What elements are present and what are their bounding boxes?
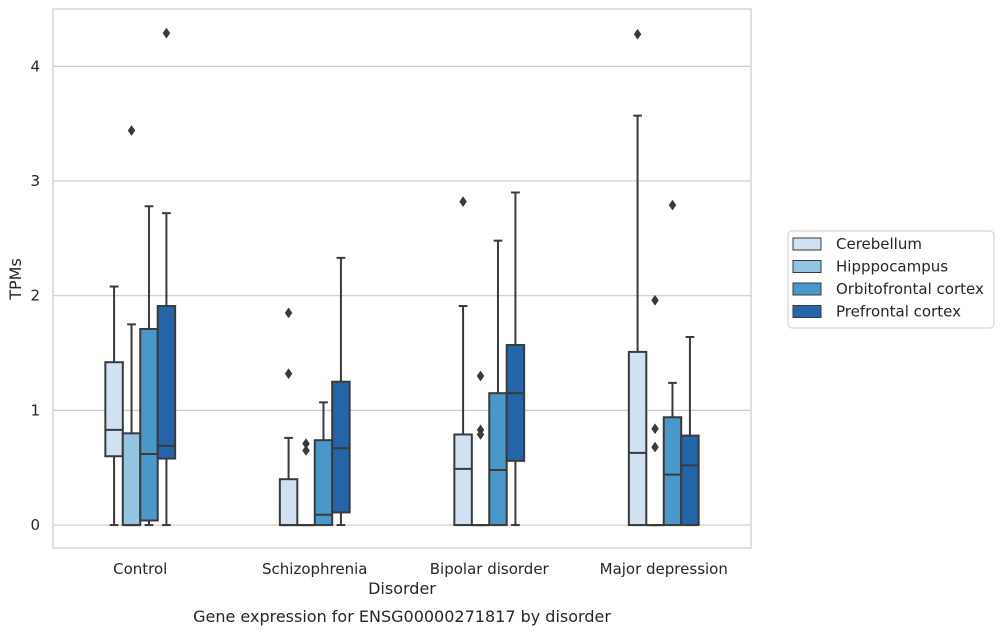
box-hipppocampus-schizophrenia — [296, 438, 316, 527]
outlier-hipppocampus-control-0 — [127, 125, 136, 136]
box-body-cerebellum-control — [104, 361, 124, 458]
box-orbitofrontal-cortex-schizophrenia — [313, 401, 334, 527]
legend-label-prefrontal-cortex: Prefrontal cortex — [836, 303, 961, 321]
legend-label-cerebellum: Cerebellum — [836, 235, 922, 253]
box-cerebellum-bipolar-disorder — [453, 196, 473, 527]
x-tick-label-major-depression: Major depression — [600, 560, 728, 578]
outlier-hipppocampus-bipolar-disorder-2 — [476, 370, 485, 382]
y-axis-label: TPMs — [6, 258, 25, 301]
box-cerebellum-major-depression — [627, 28, 648, 527]
box-body-orbitofrontal-cortex-major-depression — [662, 416, 683, 527]
x-tick-labels: Control Schizophrenia Bipolar disorder Majo… — [113, 560, 728, 578]
x-tick-label-schizophrenia: Schizophrenia — [262, 560, 367, 578]
box-orbitofrontal-cortex-control — [139, 205, 159, 527]
box-body-orbitofrontal-cortex-bipolar-disorder — [488, 392, 508, 527]
box-body-cerebellum-bipolar-disorder — [453, 433, 473, 527]
outlier-cerebellum-schizophrenia-1 — [284, 307, 293, 319]
x-tick-label-bipolar-disorder: Bipolar disorder — [430, 560, 550, 578]
box-cerebellum-control — [104, 285, 124, 527]
box-cerebellum-schizophrenia — [278, 307, 299, 527]
box-body-cerebellum-schizophrenia — [278, 478, 299, 527]
plot-frame — [52, 8, 752, 549]
y-tick-label-2: 2 — [30, 287, 40, 305]
y-tick-labels: 0 1 2 3 4 — [30, 57, 40, 534]
y-tick-label-4: 4 — [30, 57, 40, 75]
box-body-cerebellum-major-depression — [627, 350, 648, 527]
box-body-orbitofrontal-cortex-control — [139, 327, 159, 522]
outlier-hipppocampus-schizophrenia-0 — [302, 445, 310, 456]
outlier-prefrontal-cortex-control-0 — [162, 27, 171, 39]
outlier-cerebellum-bipolar-disorder-0 — [459, 196, 467, 208]
x-tick-label-control: Control — [113, 560, 167, 578]
box-body-prefrontal-cortex-schizophrenia — [331, 380, 351, 514]
box-body-prefrontal-cortex-control — [156, 305, 177, 460]
outlier-hipppocampus-bipolar-disorder-1 — [476, 424, 485, 436]
box-prefrontal-cortex-major-depression — [680, 335, 700, 527]
y-tick-label-0: 0 — [30, 516, 40, 534]
legend-label-orbitofrontal-cortex: Orbitofrontal cortex — [836, 280, 984, 298]
box-layer — [104, 27, 700, 527]
box-prefrontal-cortex-schizophrenia — [331, 256, 351, 527]
legend-swatch-orbitofrontal-cortex — [792, 282, 822, 296]
legend-swatch-prefrontal-cortex — [792, 305, 822, 318]
outlier-cerebellum-schizophrenia-0 — [284, 368, 293, 380]
y-tick-label-1: 1 — [30, 401, 40, 419]
outlier-hipppocampus-major-depression-1 — [651, 423, 659, 435]
box-orbitofrontal-cortex-bipolar-disorder — [488, 239, 508, 527]
box-orbitofrontal-cortex-major-depression — [662, 199, 683, 527]
outlier-hipppocampus-major-depression-0 — [651, 441, 659, 453]
legend-label-hipppocampus: Hipppocampus — [836, 258, 948, 276]
legend-frame — [787, 230, 995, 329]
box-hipppocampus-control — [121, 125, 142, 527]
box-hipppocampus-bipolar-disorder — [470, 370, 491, 527]
box-body-prefrontal-cortex-bipolar-disorder — [505, 344, 526, 462]
outlier-orbitofrontal-cortex-major-depression-0 — [668, 199, 677, 211]
x-axis-label: Disorder — [368, 579, 436, 598]
box-body-prefrontal-cortex-major-depression — [680, 434, 700, 527]
outlier-hipppocampus-major-depression-2 — [651, 294, 659, 306]
box-body-orbitofrontal-cortex-schizophrenia — [313, 439, 334, 527]
chart-caption: Gene expression for ENSG00000271817 by d… — [193, 607, 611, 626]
legend-swatch-cerebellum — [792, 237, 822, 251]
legend-swatch-hipppocampus — [792, 260, 822, 273]
legend: Cerebellum Hipppocampus Orbitofrontal cort… — [787, 230, 995, 329]
box-body-hipppocampus-control — [121, 432, 142, 527]
outlier-cerebellum-major-depression-0 — [633, 28, 642, 40]
outlier-hipppocampus-schizophrenia-1 — [302, 438, 310, 450]
box-prefrontal-cortex-control — [156, 27, 177, 527]
box-prefrontal-cortex-bipolar-disorder — [505, 191, 526, 527]
y-tick-label-3: 3 — [30, 172, 40, 190]
